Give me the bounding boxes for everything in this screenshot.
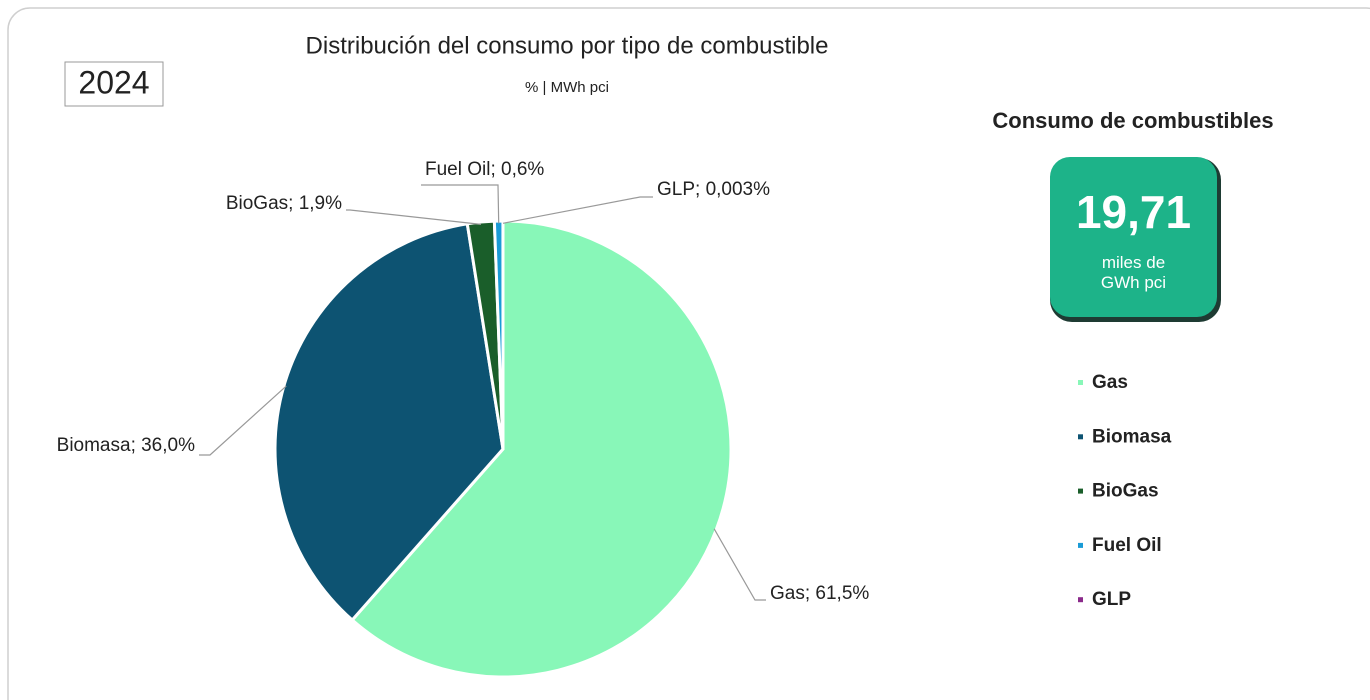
- legend-label: Biomasa: [1092, 426, 1172, 447]
- legend-marker: [1078, 380, 1083, 385]
- data-label: BioGas; 1,9%: [226, 193, 342, 214]
- leader-line: [421, 184, 500, 224]
- legend-marker: [1078, 488, 1083, 494]
- legend-label: GLP: [1092, 589, 1131, 610]
- leader-line: [713, 528, 766, 601]
- data-label: Fuel Oil; 0,6%: [425, 159, 544, 180]
- pie-slice: [350, 219, 733, 679]
- year-box: [64, 61, 164, 107]
- legend-label: BioGas: [1092, 481, 1159, 502]
- leader-line: [346, 209, 482, 225]
- data-label: Gas; 61,5%: [770, 583, 869, 604]
- leader-line: [502, 196, 653, 224]
- data-label: GLP; 0,003%: [657, 179, 770, 200]
- chart-subtitle: % | MWh pci: [525, 79, 609, 96]
- kpi-title: Consumo de combustibles: [992, 108, 1273, 133]
- pie-slice: [273, 222, 505, 623]
- chart-title: Distribución del consumo por tipo de com…: [306, 32, 829, 59]
- legend-marker: [1078, 542, 1083, 548]
- legend-label: Fuel Oil: [1092, 535, 1162, 556]
- kpi-card: 19,71 miles de GWh pci: [1050, 157, 1217, 317]
- legend-label: Gas: [1092, 372, 1128, 393]
- kpi-unit: miles de GWh pci: [1100, 253, 1167, 292]
- leader-line: [199, 385, 287, 456]
- year: 2024: [78, 64, 149, 100]
- legend-marker: [1078, 597, 1083, 603]
- legend-marker: [1078, 434, 1083, 440]
- frame: [7, 7, 1370, 700]
- data-label: Biomasa; 36,0%: [57, 435, 195, 456]
- kpi-value: 19,71: [1075, 186, 1192, 238]
